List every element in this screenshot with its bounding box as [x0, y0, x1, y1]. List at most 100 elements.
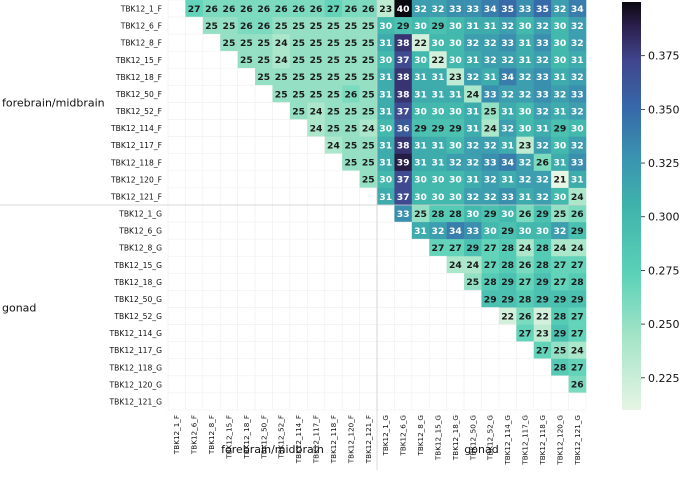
heatmap-cell — [551, 273, 569, 291]
heatmap-cell — [498, 290, 517, 308]
heatmap-cell-label: 33 — [536, 72, 549, 83]
heatmap-cell-empty — [394, 358, 413, 377]
heatmap-cell-empty — [167, 102, 186, 120]
heatmap-cell-label: 29 — [397, 21, 410, 32]
row-label: TBK12_52_G — [113, 312, 162, 321]
heatmap-cell-label: 30 — [553, 21, 566, 32]
heatmap-cell-empty — [219, 153, 238, 172]
heatmap-cell-empty — [324, 204, 343, 223]
column-label: TBK12_18_G — [451, 415, 460, 461]
heatmap-cell-empty — [341, 290, 360, 308]
heatmap-cell-label: 32 — [466, 38, 479, 49]
heatmap-cell-empty — [307, 290, 326, 308]
heatmap-cell-empty — [481, 392, 500, 411]
heatmap-cell-label: 32 — [501, 89, 514, 100]
heatmap-cell — [568, 17, 587, 35]
column-label: TBK12_121_F — [364, 415, 373, 464]
heatmap-cell-empty — [219, 50, 238, 69]
row-label: TBK12_121_F — [110, 192, 162, 201]
row-label: TBK12_8_G — [118, 244, 162, 253]
heatmap-cell-label: 28 — [536, 260, 549, 271]
heatmap-cell-empty — [376, 204, 395, 223]
heatmap-cell — [568, 0, 587, 18]
heatmap-cell-label: 30 — [501, 209, 514, 220]
heatmap-cell-empty — [237, 307, 256, 325]
heatmap-cell-label: 30 — [414, 175, 427, 186]
heatmap-cell-label: 29 — [553, 294, 566, 305]
heatmap-cell-label: 25 — [484, 106, 497, 117]
heatmap-cell-label: 37 — [397, 55, 410, 66]
heatmap-cell-empty — [341, 392, 360, 411]
heatmap-cell — [342, 51, 360, 69]
heatmap-cell — [498, 222, 517, 240]
heatmap-cell-label: 25 — [344, 123, 357, 134]
heatmap-cell-label: 27 — [571, 328, 584, 339]
heatmap-cell — [551, 34, 569, 52]
colorbar-tick-label: 0.225 — [648, 372, 680, 385]
colorbar-gradient — [622, 2, 641, 410]
heatmap-cell-empty — [185, 16, 204, 35]
row-label: TBK12_15_F — [115, 56, 162, 65]
heatmap-cell — [498, 17, 517, 35]
heatmap-cell-empty — [219, 392, 238, 411]
heatmap-cell — [377, 34, 395, 52]
heatmap-cell-empty — [359, 307, 378, 325]
heatmap-cell-empty — [533, 358, 552, 377]
heatmap-cell-label: 25 — [292, 89, 305, 100]
heatmap-cell — [394, 51, 413, 69]
heatmap-cell — [394, 187, 413, 206]
heatmap-cell-label: 31 — [571, 55, 584, 66]
heatmap-cell-label: 25 — [362, 141, 375, 152]
heatmap-cell — [498, 205, 517, 223]
heatmap-cell-label: 31 — [536, 123, 549, 134]
heatmap-cell — [202, 17, 221, 35]
heatmap-cell — [464, 239, 482, 257]
heatmap-cell-label: 32 — [484, 38, 497, 49]
heatmap-cell-empty — [202, 153, 221, 172]
heatmap-cell-label: 31 — [519, 55, 532, 66]
heatmap-cell — [377, 0, 395, 18]
heatmap-cell-empty — [394, 324, 413, 342]
heatmap-cell — [481, 222, 500, 240]
heatmap-cell-empty — [272, 341, 291, 360]
heatmap-cell-empty — [167, 187, 186, 206]
heatmap-cell — [516, 239, 535, 257]
heatmap-cell — [533, 51, 552, 69]
heatmap-cell-empty — [219, 136, 238, 155]
heatmap-cell-label: 33 — [501, 192, 514, 203]
heatmap-cell-empty — [341, 238, 360, 257]
heatmap-cell-empty — [202, 375, 221, 394]
heatmap-cell-label: 27 — [536, 346, 549, 357]
heatmap-cell-empty — [219, 255, 238, 274]
heatmap-cell — [533, 205, 552, 223]
heatmap-cell — [568, 153, 587, 172]
heatmap-cell — [498, 256, 517, 274]
heatmap-cell-empty — [394, 221, 413, 240]
heatmap-cell-label: 27 — [553, 277, 566, 288]
heatmap-cell-label: 25 — [327, 106, 340, 117]
heatmap-cell-empty — [219, 290, 238, 308]
heatmap-cell-label: 30 — [553, 55, 566, 66]
heatmap-cell — [464, 256, 482, 274]
heatmap-cell-label: 38 — [397, 141, 410, 152]
heatmap-cell-empty — [237, 119, 256, 137]
heatmap-cell-empty — [202, 238, 221, 257]
heatmap-cell-empty — [341, 375, 360, 394]
heatmap-cell — [533, 0, 552, 18]
heatmap-cell — [307, 0, 326, 18]
heatmap-cell — [429, 119, 447, 137]
heatmap-cell — [342, 119, 360, 137]
group-separators — [0, 0, 586, 470]
heatmap-cell — [307, 68, 326, 86]
heatmap-cell — [377, 102, 395, 120]
heatmap-cell — [342, 34, 360, 52]
heatmap-cell — [533, 153, 552, 172]
heatmap-cell-empty — [359, 375, 378, 394]
heatmap-cell-empty — [272, 392, 291, 411]
heatmap-cell-empty — [394, 255, 413, 274]
heatmap-cell — [394, 34, 413, 52]
heatmap-cell — [516, 0, 535, 18]
heatmap-cell — [394, 119, 413, 137]
heatmap-cell — [307, 102, 326, 120]
heatmap-cell-label: 25 — [362, 38, 375, 49]
